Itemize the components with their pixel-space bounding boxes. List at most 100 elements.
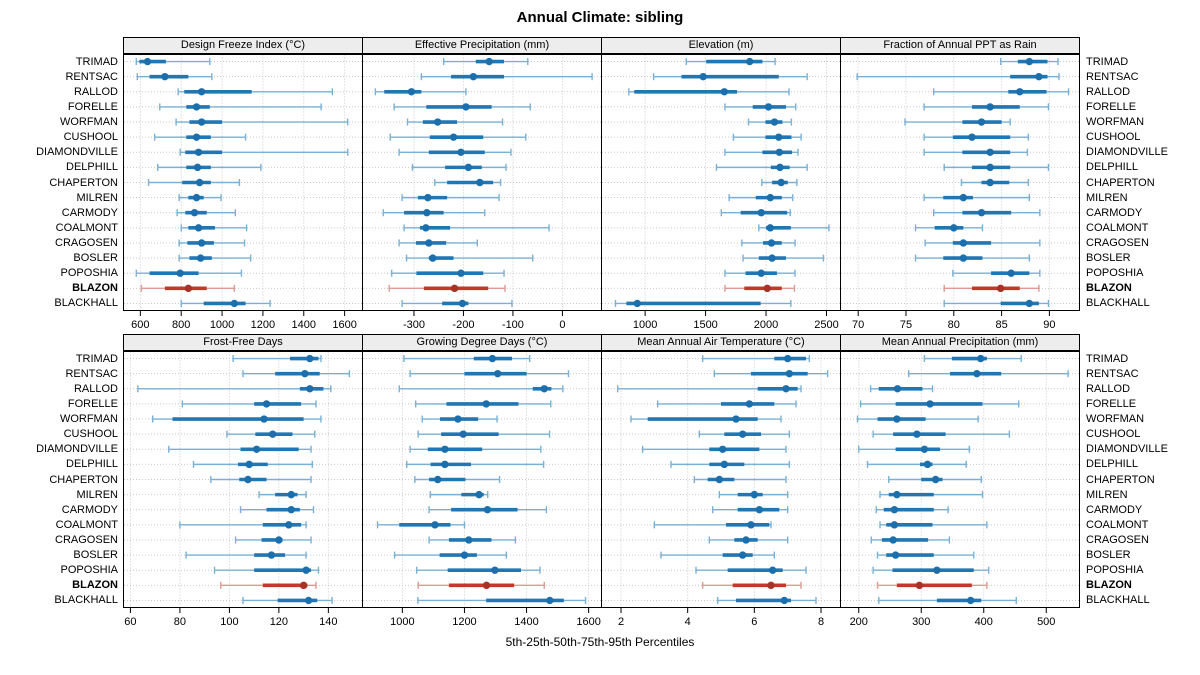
percentile-row-chaperton bbox=[210, 475, 312, 484]
percentile-row-milren bbox=[258, 490, 307, 499]
site-label-worfman: WORFMAN bbox=[1086, 413, 1145, 426]
percentile-row-blazon bbox=[140, 284, 236, 293]
site-label-bosler: BOSLER bbox=[73, 252, 118, 265]
x-tick-label: 2 bbox=[618, 616, 624, 628]
percentile-row-carmody bbox=[933, 209, 1041, 217]
percentile-row-coalmont bbox=[758, 224, 830, 232]
x-tick-label: 2500 bbox=[814, 319, 838, 331]
percentile-row-worfman bbox=[904, 118, 1011, 126]
site-label-bosler: BOSLER bbox=[1086, 549, 1131, 562]
percentile-row-bosler bbox=[185, 551, 307, 559]
percentile-row-trimad bbox=[923, 354, 1022, 363]
site-label-cushool: CUSHOOL bbox=[1086, 131, 1141, 144]
x-tick-label: -100 bbox=[502, 319, 524, 331]
site-label-carmody: CARMODY bbox=[1086, 503, 1143, 516]
site-label-delphill: DELPHILL bbox=[66, 458, 118, 471]
site-label-cushool: CUSHOOL bbox=[63, 428, 118, 441]
x-tick-label: 1000 bbox=[210, 319, 234, 331]
percentile-row-cragosen bbox=[708, 536, 789, 544]
site-label-worfman: WORFMAN bbox=[59, 413, 118, 426]
site-label-blackhall: BLACKHALL bbox=[1086, 594, 1150, 607]
site-label-rallod: RALLOD bbox=[1086, 382, 1131, 395]
percentile-row-carmody bbox=[239, 506, 315, 514]
percentile-row-delphill bbox=[192, 460, 313, 469]
x-tick-label: 400 bbox=[975, 616, 993, 628]
percentile-row-poposhia bbox=[872, 566, 990, 574]
percentile-row-milren bbox=[401, 193, 500, 202]
right-site-labels: TRIMAD RENTSAC RALLOD FORELLE WORFMAN CUSHOOL… bbox=[1080, 37, 1196, 332]
percentile-row-delphill bbox=[943, 163, 1050, 172]
panel-design-freeze-index-c: Design Freeze Index (°C) 600 800 1000 1200 14… bbox=[123, 37, 363, 332]
x-tick-label: 60 bbox=[124, 616, 136, 628]
percentile-row-rallod bbox=[616, 385, 802, 393]
site-label-diamondville: DIAMONDVILLE bbox=[1086, 146, 1168, 159]
x-tick-label: 600 bbox=[131, 319, 149, 331]
percentile-row-rallod bbox=[869, 385, 934, 393]
site-label-chaperton: CHAPERTON bbox=[49, 176, 118, 189]
x-tick-label: 70 bbox=[852, 319, 864, 331]
percentile-row-diamondville bbox=[724, 148, 799, 156]
percentile-row-rallod bbox=[628, 88, 790, 96]
site-label-trimad: TRIMAD bbox=[1086, 352, 1129, 365]
x-tick-label: 1400 bbox=[514, 616, 538, 628]
x-tick-label: 90 bbox=[1043, 319, 1055, 331]
site-label-coalmont: COALMONT bbox=[55, 221, 118, 234]
site-label-cushool: CUSHOOL bbox=[63, 131, 118, 144]
percentile-row-rentsac bbox=[136, 72, 213, 81]
site-label-rentsac: RENTSAC bbox=[65, 367, 118, 380]
left-site-labels: TRIMAD RENTSAC RALLOD FORELLE WORFMAN CUSHOOL… bbox=[0, 334, 124, 629]
percentile-row-diamondville bbox=[858, 445, 971, 453]
percentile-row-poposhia bbox=[213, 566, 320, 574]
percentile-row-blackhall bbox=[943, 299, 1050, 308]
percentile-row-coalmont bbox=[879, 521, 988, 529]
percentile-row-rentsac bbox=[856, 72, 1060, 81]
percentile-row-diamondville bbox=[923, 148, 1029, 156]
percentile-row-carmody bbox=[720, 209, 791, 217]
x-tick-label: 1600 bbox=[332, 319, 356, 331]
percentile-row-diamondville bbox=[179, 148, 349, 156]
site-label-bosler: BOSLER bbox=[1086, 252, 1131, 265]
percentile-row-rentsac bbox=[908, 369, 1069, 378]
x-tick-label: 85 bbox=[995, 319, 1007, 331]
percentile-row-cushool bbox=[389, 133, 527, 141]
percentile-row-rentsac bbox=[242, 369, 351, 378]
panel-plot: -300 -200 -100 0 bbox=[362, 54, 602, 331]
panel-plot: 200 300 400 500 bbox=[840, 351, 1080, 628]
percentile-row-coalmont bbox=[376, 521, 466, 529]
x-tick-label: 1200 bbox=[452, 616, 476, 628]
percentile-row-poposhia bbox=[390, 269, 505, 277]
site-label-poposhia: POPOSHIA bbox=[1086, 564, 1144, 577]
percentile-row-milren bbox=[879, 490, 984, 499]
x-tick-label: 80 bbox=[948, 319, 960, 331]
page-title: Annual Climate: sibling bbox=[516, 9, 684, 26]
percentile-row-coalmont bbox=[653, 521, 772, 529]
percentile-row-blazon bbox=[943, 284, 1040, 293]
x-tick-label: 140 bbox=[319, 616, 337, 628]
percentile-row-cragosen bbox=[178, 239, 246, 247]
percentile-row-worfman bbox=[421, 415, 498, 423]
x-tick-label: 75 bbox=[900, 319, 912, 331]
percentile-row-worfman bbox=[747, 118, 793, 126]
x-tick-label: 1000 bbox=[390, 616, 414, 628]
x-tick-label: 1500 bbox=[693, 319, 717, 331]
percentile-row-chaperton bbox=[761, 178, 798, 187]
percentile-row-delphill bbox=[866, 460, 967, 469]
percentile-row-diamondville bbox=[398, 148, 512, 156]
percentile-row-trimad bbox=[135, 57, 211, 66]
percentile-row-rallod bbox=[374, 88, 467, 96]
percentile-row-cragosen bbox=[741, 239, 796, 247]
x-tick-label: 100 bbox=[220, 616, 238, 628]
site-label-poposhia: POPOSHIA bbox=[60, 564, 118, 577]
x-tick-label: 1600 bbox=[576, 616, 600, 628]
percentile-row-blazon bbox=[417, 581, 545, 590]
percentile-row-chaperton bbox=[960, 178, 1030, 187]
percentile-row-cragosen bbox=[870, 536, 951, 544]
x-tick-label: 200 bbox=[850, 616, 868, 628]
panel-title: Design Freeze Index (°C) bbox=[123, 37, 363, 54]
site-label-milren: MILREN bbox=[76, 191, 118, 204]
site-label-chaperton: CHAPERTON bbox=[49, 473, 118, 486]
percentile-row-chaperton bbox=[147, 178, 241, 187]
site-label-milren: MILREN bbox=[1086, 191, 1128, 204]
percentile-row-cushool bbox=[698, 430, 791, 438]
site-label-rentsac: RENTSAC bbox=[65, 70, 118, 83]
